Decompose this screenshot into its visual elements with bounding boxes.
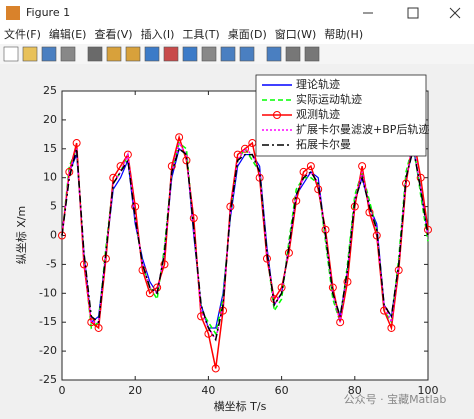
series-marker bbox=[314, 185, 323, 194]
menu-item[interactable]: 桌面(D) bbox=[228, 28, 267, 41]
y-tick-label: 20 bbox=[43, 113, 57, 126]
tool-button[interactable] bbox=[60, 46, 76, 62]
tool-button[interactable] bbox=[163, 46, 179, 62]
menu: 文件(F) 编辑(E) 查看(V) 插入(I) 工具(T) 桌面(D) 窗口(W) 帮助(H) bbox=[4, 27, 363, 41]
series-marker bbox=[138, 266, 147, 275]
legend-label: 拓展卡尔曼 bbox=[296, 137, 351, 151]
y-tick-label: -20 bbox=[39, 344, 57, 357]
tool-button[interactable] bbox=[41, 46, 57, 62]
menu-item[interactable]: 工具(T) bbox=[182, 28, 219, 41]
y-tick-label: 10 bbox=[43, 171, 57, 184]
tool-button[interactable] bbox=[285, 46, 301, 62]
series-marker bbox=[189, 214, 198, 223]
tool-button[interactable] bbox=[201, 46, 217, 62]
tool-button[interactable] bbox=[239, 46, 255, 62]
series-marker bbox=[358, 162, 367, 171]
series-marker bbox=[402, 179, 411, 188]
y-tick-label: 0 bbox=[50, 229, 57, 242]
title-bar bbox=[0, 0, 474, 26]
series-marker bbox=[175, 133, 184, 142]
close[interactable] bbox=[449, 7, 461, 19]
y-tick-label: 15 bbox=[43, 142, 57, 155]
tool-button[interactable] bbox=[182, 46, 198, 62]
tool-button[interactable] bbox=[106, 46, 122, 62]
plot: -25 -20 -15 -10 -5 0 5 10 15 20 25 0 20 40 60 80 100 理论轨迹… bbox=[39, 74, 439, 397]
y-tick-label: -5 bbox=[46, 257, 57, 270]
menu-item[interactable]: 插入(I) bbox=[141, 27, 175, 41]
toolbar-icons bbox=[3, 46, 320, 62]
series-marker bbox=[299, 167, 308, 176]
window-title: Figure 1 bbox=[26, 6, 70, 19]
y-tick-label: -25 bbox=[39, 373, 57, 386]
series-marker bbox=[182, 156, 191, 165]
legend-label: 理论轨迹 bbox=[296, 77, 340, 91]
y-tick-label: 5 bbox=[50, 200, 57, 213]
x-tick-label: 60 bbox=[275, 384, 289, 397]
maximize[interactable] bbox=[407, 7, 419, 19]
tool-button[interactable] bbox=[266, 46, 282, 62]
series-line bbox=[61, 147, 429, 342]
series-marker bbox=[387, 323, 396, 332]
series-marker bbox=[241, 144, 249, 153]
series-marker bbox=[160, 260, 169, 269]
series-marker bbox=[211, 364, 220, 373]
x-tick-label: 80 bbox=[348, 384, 362, 397]
series-marker bbox=[131, 202, 140, 211]
legend-label: 扩展卡尔曼滤波+BP后轨迹 bbox=[296, 122, 429, 136]
x-tick-label: 20 bbox=[128, 384, 142, 397]
menu-item[interactable]: 查看(V) bbox=[94, 27, 132, 41]
legend-box bbox=[255, 74, 427, 157]
watermark: 公众号 · 宝藏Matlab bbox=[344, 392, 447, 406]
series-marker bbox=[372, 231, 381, 240]
tool-button[interactable] bbox=[304, 46, 320, 62]
menu-item[interactable]: 帮助(H) bbox=[324, 27, 363, 41]
tool-button[interactable] bbox=[3, 46, 19, 62]
y-tick-label: -15 bbox=[39, 315, 57, 328]
x-tick-label: 40 bbox=[201, 384, 215, 397]
series-marker bbox=[145, 289, 154, 298]
y-tick-label: 25 bbox=[43, 84, 57, 97]
y-tick-label: -10 bbox=[39, 286, 57, 299]
tool-button[interactable] bbox=[22, 46, 38, 62]
menu-bar bbox=[0, 26, 474, 44]
legend-label: 实际运动轨迹 bbox=[296, 92, 362, 106]
menu-item[interactable]: 编辑(E) bbox=[49, 27, 87, 41]
legend-label: 观测轨迹 bbox=[296, 107, 340, 121]
series-marker bbox=[72, 139, 81, 148]
series-marker bbox=[94, 323, 103, 332]
y-axis-label: 纵坐标 X/m bbox=[14, 206, 28, 264]
tool-button[interactable] bbox=[220, 46, 236, 62]
menu-item[interactable]: 窗口(W) bbox=[275, 27, 316, 41]
x-axis-label: 横坐标 T/s bbox=[214, 399, 267, 413]
tool-button[interactable] bbox=[87, 46, 103, 62]
tool-button[interactable] bbox=[125, 46, 141, 62]
tool-button[interactable] bbox=[144, 46, 160, 62]
series-marker bbox=[204, 329, 213, 338]
legend-marker bbox=[273, 111, 281, 119]
app-icon bbox=[6, 6, 20, 20]
series-marker bbox=[416, 173, 425, 182]
x-tick-label: 100 bbox=[418, 384, 439, 397]
menu-item[interactable]: 文件(F) bbox=[4, 27, 41, 41]
series-marker bbox=[343, 277, 352, 286]
x-tick-label: 0 bbox=[59, 384, 66, 397]
series-marker bbox=[306, 162, 315, 171]
